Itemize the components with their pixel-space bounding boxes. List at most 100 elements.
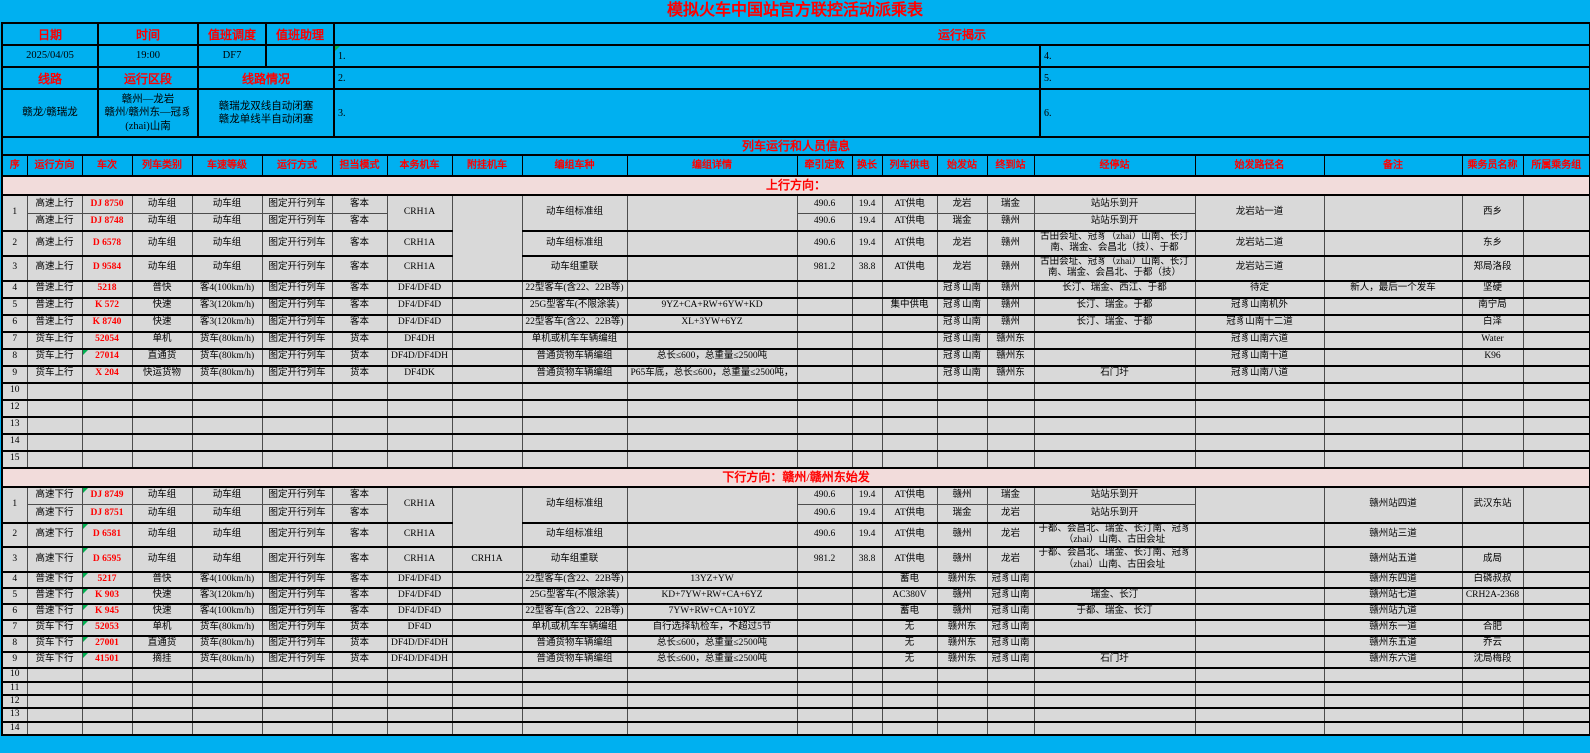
cell-consist-type: 普通货物车辆编组 — [521, 651, 628, 669]
green-corner-indicator — [83, 350, 88, 355]
cell-empty-train-category — [131, 693, 193, 709]
cell-main-loco: DF4/DF4D — [386, 571, 453, 589]
cell-note — [1323, 230, 1463, 257]
cell-run-mode: 图定开行列车 — [261, 587, 333, 605]
cell-crew-name: 坚硬 — [1461, 279, 1524, 299]
cell-stops — [1033, 619, 1196, 637]
cell-length: 38.8 — [851, 254, 883, 282]
cell-speed-class: 动车组 — [191, 230, 263, 257]
cell-train-category: 快速 — [131, 296, 193, 316]
col-header-attached-loco: 附挂机车 — [451, 154, 523, 177]
cell-run-mode: 图定开行列车 — [261, 194, 333, 214]
cell-crew-name: 白磷叔叔 — [1461, 571, 1524, 589]
cell-direction: 高速上行 — [26, 230, 83, 257]
cell-duty-mode: 客本 — [331, 212, 388, 232]
cell-power — [881, 313, 938, 333]
cell-train-category: 摘挂 — [131, 651, 193, 669]
cell-tonnage — [796, 587, 853, 605]
cell-attached-loco — [451, 485, 523, 548]
train-dispatch-table: 列车运行和人员信息 序运行方向 车次 列车类别 车速等级 运行方式 担当模式 本务机车 附挂机… — [0, 136, 1590, 737]
cell-train-number: 27014 — [81, 347, 133, 367]
line-value: 赣龙/赣瑞龙 — [1, 88, 99, 138]
cell-run-mode: 图定开行列车 — [261, 330, 333, 350]
cell-consist-detail: 9YZ+CA+RW+6YW+KD — [626, 296, 798, 316]
cell-empty-tonnage — [796, 381, 853, 401]
cell-empty-crew-group — [1522, 449, 1590, 469]
cell-main-loco: DF4D/DF4DH — [386, 347, 453, 367]
cell-main-loco: DF4/DF4D — [386, 296, 453, 316]
col-header-stops: 经停站 — [1033, 154, 1196, 177]
cell-crew-name: 西乡 — [1461, 194, 1524, 232]
cell-empty-duty-mode — [331, 415, 388, 435]
cell-origin: 冠豸山南 — [936, 364, 988, 384]
cell-empty-origin — [936, 415, 988, 435]
cell-crew-name: 南宁局 — [1461, 296, 1524, 316]
cell-empty-crew-name — [1461, 449, 1524, 469]
cell-empty-note — [1323, 449, 1463, 469]
cell-empty-power — [881, 449, 938, 469]
cell-origin: 冠豸山南 — [936, 347, 988, 367]
cell-empty-duty-mode — [331, 720, 388, 736]
cell-empty-speed-class — [191, 432, 263, 452]
cell-train-number: D 6581 — [81, 521, 133, 548]
cell-empty-speed-class — [191, 667, 263, 683]
cell-empty-tonnage — [796, 680, 853, 696]
notice-item-2: 2. — [333, 66, 1041, 90]
cell-empty-direction — [26, 449, 83, 469]
cell-empty-power — [881, 381, 938, 401]
cell-train-number: 5217 — [81, 571, 133, 589]
cell-destination: 赣州东 — [986, 364, 1035, 384]
cell-crew-group — [1522, 485, 1590, 524]
cell-empty-length — [851, 415, 883, 435]
cell-seq: 15 — [1, 449, 28, 469]
duty-dispatcher-label: 值班调度 — [197, 22, 267, 46]
cell-empty-length — [851, 432, 883, 452]
cell-empty-run-mode — [261, 707, 333, 723]
cell-note: 赣州站三道 — [1323, 521, 1463, 548]
cell-empty-length — [851, 707, 883, 723]
cell-seq: 9 — [1, 364, 28, 384]
cell-attached-loco — [451, 587, 523, 605]
cell-empty-destination — [986, 707, 1035, 723]
cell-route-name — [1194, 485, 1325, 524]
cell-seq: 6 — [1, 603, 28, 621]
cell-stops — [1033, 571, 1196, 589]
cell-speed-class: 动车组 — [191, 194, 263, 214]
cell-crew-group — [1522, 330, 1590, 350]
cell-stops: 石门圩 — [1033, 364, 1196, 384]
cell-power: 蓄电 — [881, 603, 938, 621]
cell-empty-train-category — [131, 667, 193, 683]
cell-empty-consist-detail — [626, 398, 798, 418]
cell-origin: 龙岩 — [936, 254, 988, 282]
cell-empty-crew-name — [1461, 707, 1524, 723]
cell-duty-mode: 客本 — [331, 485, 388, 506]
cell-empty-duty-mode — [331, 693, 388, 709]
cell-empty-attached-loco — [451, 415, 523, 435]
cell-empty-main-loco — [386, 449, 453, 469]
cell-empty-train-category — [131, 432, 193, 452]
cell-origin: 龙岩 — [936, 194, 988, 214]
cell-train-category: 快速 — [131, 313, 193, 333]
cell-empty-run-mode — [261, 381, 333, 401]
cell-empty-main-loco — [386, 432, 453, 452]
cell-length — [851, 635, 883, 653]
cell-attached-loco — [451, 635, 523, 653]
notice-item-6: 6. — [1038, 88, 1590, 138]
cell-duty-mode: 货本 — [331, 330, 388, 350]
cell-seq: 7 — [1, 619, 28, 637]
time-value: 19:00 — [97, 44, 199, 68]
cell-empty-note — [1323, 398, 1463, 418]
cell-consist-detail: 总长≤600，总重量≤2500吨 — [626, 635, 798, 653]
cell-route-name: 冠豸山南六道 — [1194, 330, 1325, 350]
cell-empty-crew-group — [1522, 398, 1590, 418]
cell-attached-loco — [451, 571, 523, 589]
cell-destination: 龙岩 — [986, 546, 1035, 573]
cell-empty-duty-mode — [331, 432, 388, 452]
cell-empty-origin — [936, 720, 988, 736]
cell-origin: 冠豸山南 — [936, 330, 988, 350]
cell-crew-name — [1461, 521, 1524, 548]
cell-empty-tonnage — [796, 449, 853, 469]
cell-main-loco: DF4/DF4D — [386, 587, 453, 605]
cell-power: AT供电 — [881, 254, 938, 282]
cell-empty-crew-group — [1522, 667, 1590, 683]
